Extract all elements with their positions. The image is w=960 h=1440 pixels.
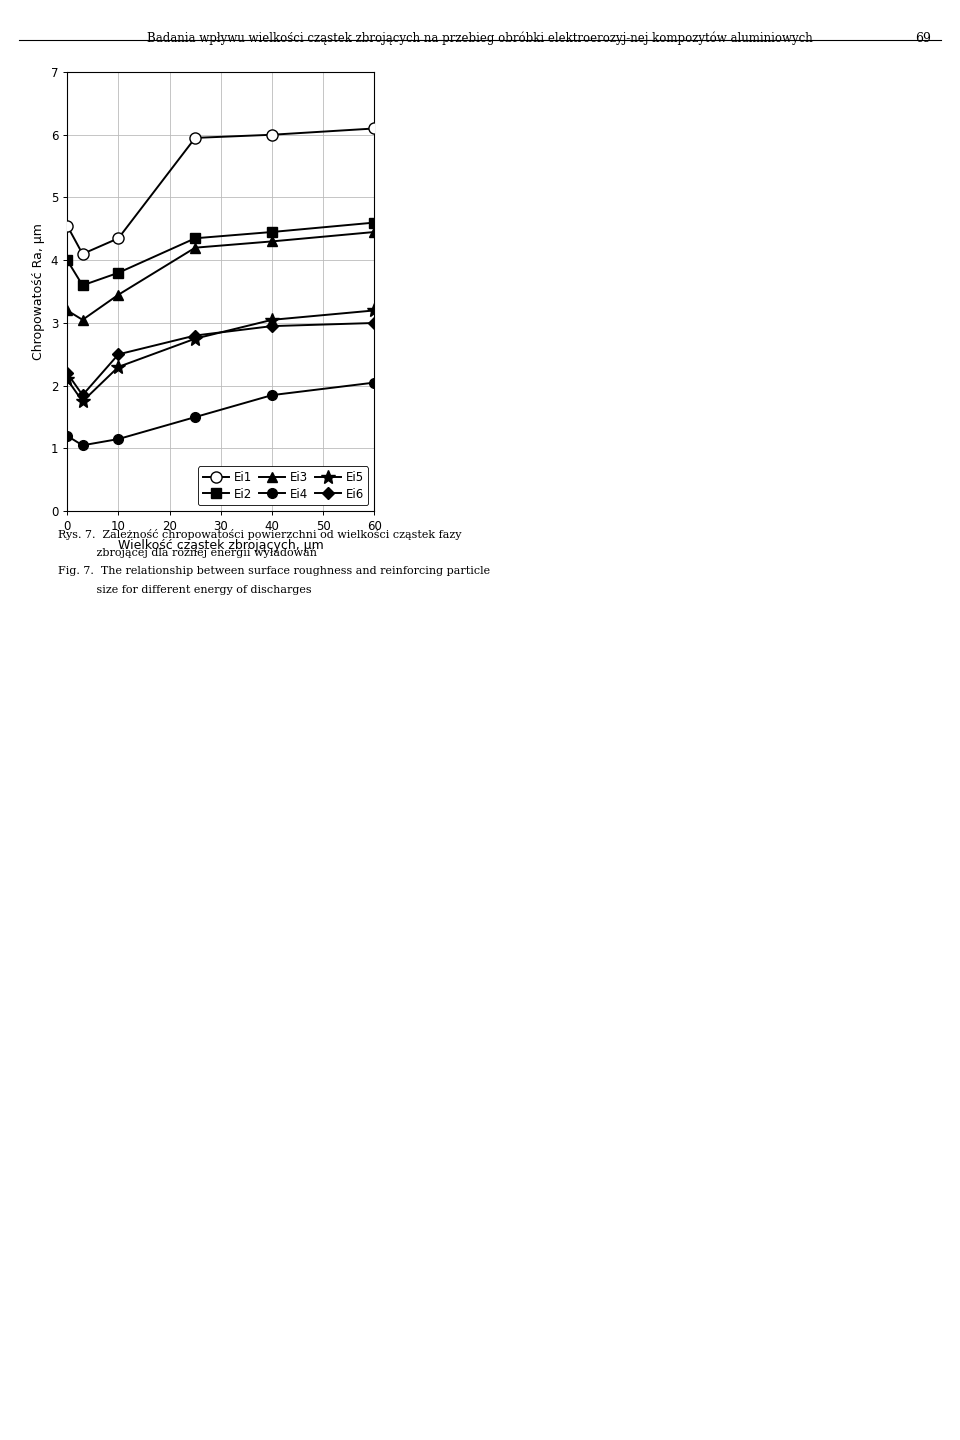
Text: 69: 69 bbox=[915, 32, 931, 45]
Text: Badania wpływu wielkości cząstek zbrojących na przebieg obróbki elektroerozyj­ne: Badania wpływu wielkości cząstek zbrojąc… bbox=[147, 32, 813, 45]
Text: Fig. 7.  The relationship between surface roughness and reinforcing particle: Fig. 7. The relationship between surface… bbox=[58, 566, 490, 576]
X-axis label: Wielkość cząstek zbrojących, μm: Wielkość cząstek zbrojących, μm bbox=[118, 539, 324, 552]
Y-axis label: Chropowatość Ra, μm: Chropowatość Ra, μm bbox=[32, 223, 45, 360]
Legend: Ei1, Ei2, Ei3, Ei4, Ei5, Ei6: Ei1, Ei2, Ei3, Ei4, Ei5, Ei6 bbox=[198, 467, 369, 505]
Text: zbrojącej dla różnej energii wyładowań: zbrojącej dla różnej energii wyładowań bbox=[58, 547, 317, 559]
Text: Rys. 7.  Zależność chropowatości powierzchni od wielkości cząstek fazy: Rys. 7. Zależność chropowatości powierzc… bbox=[58, 528, 461, 540]
Text: size for different energy of discharges: size for different energy of discharges bbox=[58, 585, 311, 595]
